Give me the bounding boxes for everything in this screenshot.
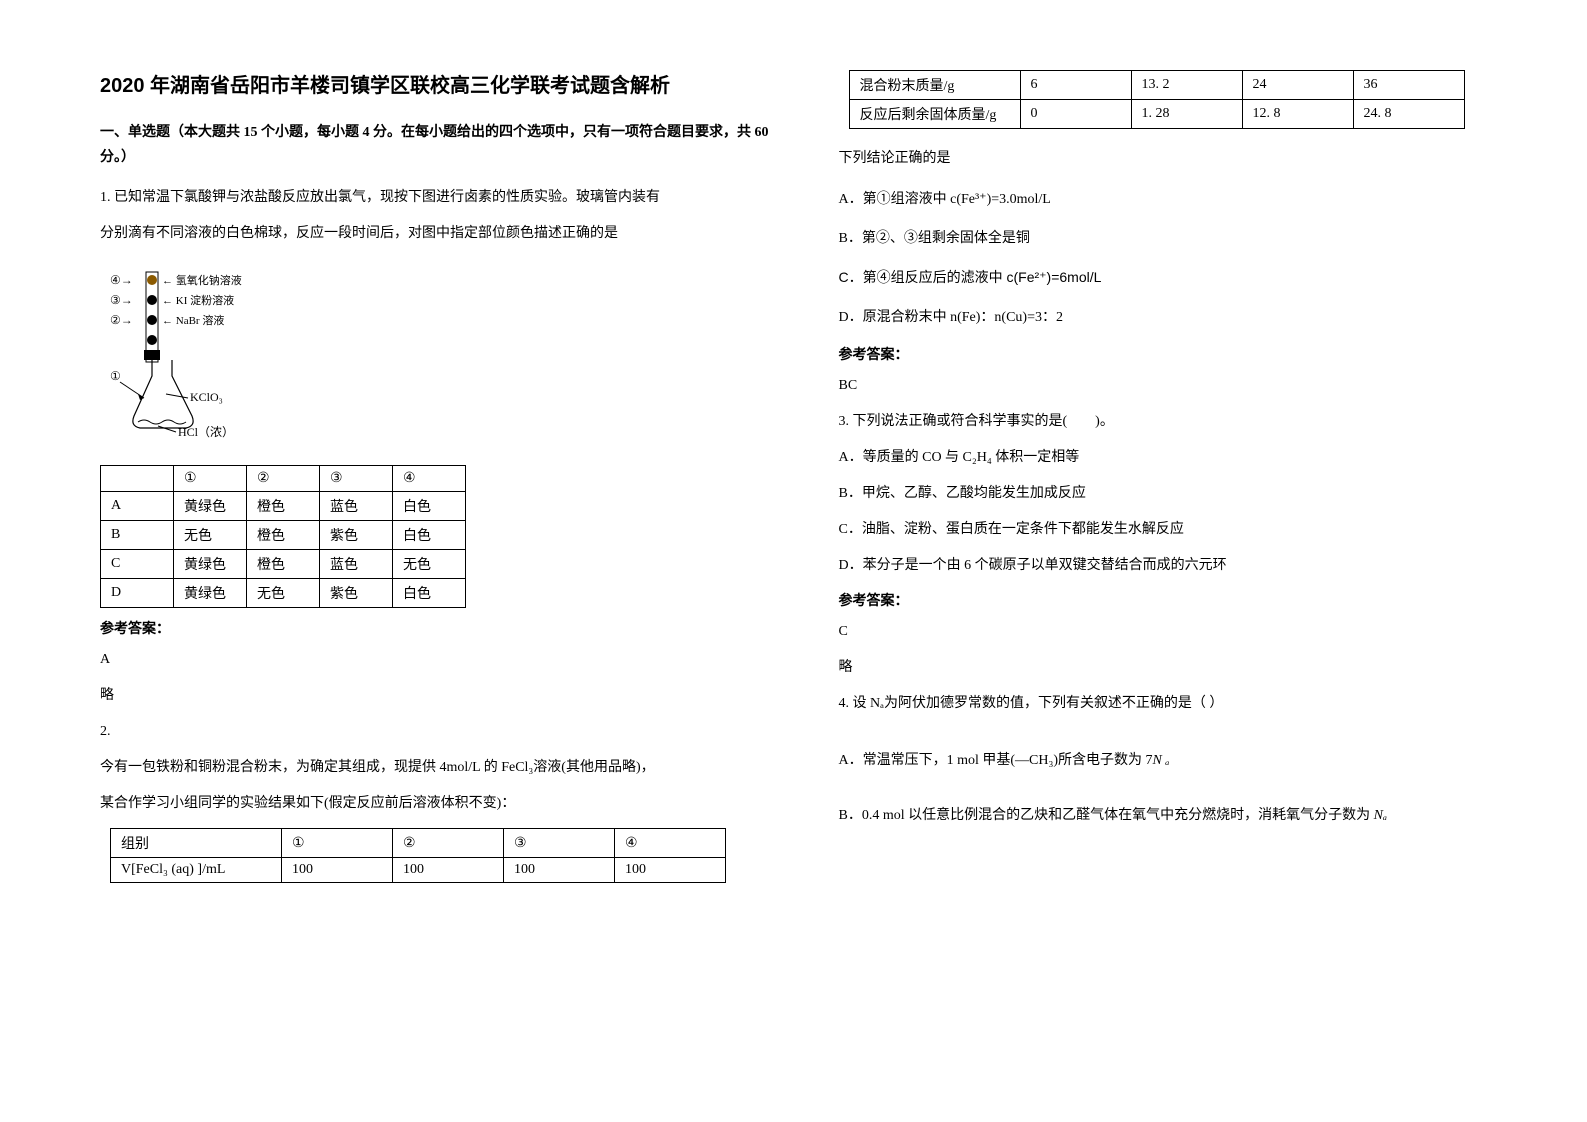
q3-stem: 3. 下列说法正确或符合科学事实的是( )。 (839, 408, 1508, 436)
q4-stem: 4. 设 Nₐ为阿伏加德罗常数的值，下列有关叙述不正确的是（ ） (839, 690, 1508, 718)
diagram-label-4: ④→ (110, 273, 133, 287)
table-cell: 橙色 (247, 521, 320, 550)
table-cell: ② (247, 466, 320, 492)
diagram-label-naoh: ← 氢氧化钠溶液 (162, 273, 242, 287)
q2-answer: BC (839, 372, 1508, 400)
q1-diagram: ④→ ← 氢氧化钠溶液 ③→ ← KI 淀粉溶液 ②→ ← NaBr 溶液 (100, 266, 769, 451)
diagram-label-ki: ← KI 淀粉溶液 (162, 293, 234, 307)
diagram-label-3: ③→ (110, 293, 133, 307)
table-cell: 蓝色 (320, 492, 393, 521)
table-cell: 1. 28 (1131, 100, 1242, 129)
table-cell: 100 (393, 858, 504, 883)
q4-option-a-text: A．常温常压下，1 mol 甲基(—CH₃)所含电子数为 7 (839, 753, 1153, 768)
q3-answer: C (839, 618, 1508, 646)
table-cell: 无色 (393, 550, 466, 579)
q4-option-a: A．常温常压下，1 mol 甲基(—CH₃)所含电子数为 7N ₐ (839, 748, 1508, 773)
table-cell: 橙色 (247, 492, 320, 521)
diagram-label-hcl: HCl（浓） (178, 425, 234, 439)
table-cell: 无色 (174, 521, 247, 550)
diagram-label-1: ① (110, 369, 121, 383)
q3-option-a: A．等质量的 CO 与 C₂H₄ 体积一定相等 (839, 444, 1508, 472)
q2-stem-line1: 今有一包铁粉和铜粉混合粉末，为确定其组成，现提供 4mol/L 的 FeCl₃溶… (100, 754, 769, 782)
q2-conclusion-head: 下列结论正确的是 (839, 145, 1508, 173)
q2-option-c: C．第④组反应后的滤液中 c(Fe²⁺)=6mol/L (839, 265, 1508, 290)
diagram-label-kclo3: KClO₃ (190, 390, 223, 404)
q2-experiment-table2: 混合粉末质量/g 6 13. 2 24 36 反应后剩余固体质量/g 0 1. … (849, 70, 1465, 129)
table-cell: 100 (504, 858, 615, 883)
table-cell: 反应后剩余固体质量/g (849, 100, 1020, 129)
table-cell: 36 (1353, 71, 1464, 100)
table-row: ① ② ③ ④ (101, 466, 466, 492)
table-cell (101, 466, 174, 492)
q4-option-b-text: B．0.4 mol 以任意比例混合的乙炔和乙醛气体在氧气中充分燃烧时，消耗氧气分… (839, 808, 1374, 823)
q3-answer-label: 参考答案： (839, 590, 1508, 610)
table-cell: 黄绿色 (174, 492, 247, 521)
q2-option-d: D．原混合粉末中 n(Fe)：n(Cu)=3：2 (839, 305, 1508, 330)
table-cell: ④ (393, 466, 466, 492)
q1-answer-label: 参考答案： (100, 618, 769, 638)
q4-option-a-tail: N ₐ (1153, 753, 1170, 768)
table-cell: 紫色 (320, 521, 393, 550)
table-cell: 0 (1020, 100, 1131, 129)
table-cell: D (101, 579, 174, 608)
table-cell: 24. 8 (1353, 100, 1464, 129)
q3-option-b: B．甲烷、乙醇、乙酸均能发生加成反应 (839, 480, 1508, 508)
section1-heading: 一、单选题（本大题共 15 个小题，每小题 4 分。在每小题给出的四个选项中，只… (100, 120, 769, 170)
table-cell: 混合粉末质量/g (849, 71, 1020, 100)
table-cell: 组别 (111, 829, 282, 858)
q3-note: 略 (839, 654, 1508, 682)
q1-stem-line2: 分别滴有不同溶液的白色棉球，反应一段时间后，对图中指定部位颜色描述正确的是 (100, 220, 769, 248)
table-cell: ① (282, 829, 393, 858)
table-row: B 无色 橙色 紫色 白色 (101, 521, 466, 550)
q3-option-c: C．油脂、淀粉、蛋白质在一定条件下都能发生水解反应 (839, 516, 1508, 544)
q1-stem-line1: 1. 已知常温下氯酸钾与浓盐酸反应放出氯气，现按下图进行卤素的性质实验。玻璃管内… (100, 184, 769, 212)
table-cell: 白色 (393, 579, 466, 608)
diagram-label-nabr: ← NaBr 溶液 (162, 313, 224, 327)
exam-title: 2020 年湖南省岳阳市羊楼司镇学区联校高三化学联考试题含解析 (100, 70, 769, 102)
q1-note: 略 (100, 682, 769, 710)
table-row: D 黄绿色 无色 紫色 白色 (101, 579, 466, 608)
q4-option-b: B．0.4 mol 以任意比例混合的乙炔和乙醛气体在氧气中充分燃烧时，消耗氧气分… (839, 803, 1508, 828)
table-cell: 12. 8 (1242, 100, 1353, 129)
table-row: A 黄绿色 橙色 蓝色 白色 (101, 492, 466, 521)
table-cell: 紫色 (320, 579, 393, 608)
table-cell: 100 (282, 858, 393, 883)
table-row: C 黄绿色 橙色 蓝色 无色 (101, 550, 466, 579)
diagram-label-2: ②→ (110, 313, 133, 327)
table-cell: 白色 (393, 492, 466, 521)
q2-stem-line2: 某合作学习小组同学的实验结果如下(假定反应前后溶液体积不变)： (100, 790, 769, 818)
q2-option-a: A．第①组溶液中 c(Fe³⁺)=3.0mol/L (839, 187, 1508, 212)
table-cell: ② (393, 829, 504, 858)
q2-experiment-table1: 组别 ① ② ③ ④ V[FeCl₃ (aq) ]/mL 100 100 100… (110, 828, 726, 883)
table-cell: C (101, 550, 174, 579)
q1-answer: A (100, 646, 769, 674)
q2-number: 2. (100, 718, 769, 746)
table-cell: ④ (615, 829, 726, 858)
table-row: V[FeCl₃ (aq) ]/mL 100 100 100 100 (111, 858, 726, 883)
table-cell: V[FeCl₃ (aq) ]/mL (111, 858, 282, 883)
table-cell: 13. 2 (1131, 71, 1242, 100)
table-row: 反应后剩余固体质量/g 0 1. 28 12. 8 24. 8 (849, 100, 1464, 129)
table-cell: 无色 (247, 579, 320, 608)
table-row: 混合粉末质量/g 6 13. 2 24 36 (849, 71, 1464, 100)
table-cell: ③ (320, 466, 393, 492)
q2-option-b: B．第②、③组剩余固体全是铜 (839, 226, 1508, 251)
q1-options-table: ① ② ③ ④ A 黄绿色 橙色 蓝色 白色 B 无色 橙色 紫色 白色 C (100, 465, 466, 608)
table-cell: 蓝色 (320, 550, 393, 579)
table-cell: 24 (1242, 71, 1353, 100)
table-cell: 6 (1020, 71, 1131, 100)
table-cell: 100 (615, 858, 726, 883)
table-cell: ③ (504, 829, 615, 858)
table-cell: 橙色 (247, 550, 320, 579)
table-cell: 黄绿色 (174, 579, 247, 608)
q3-option-d: D．苯分子是一个由 6 个碳原子以单双键交替结合而成的六元环 (839, 552, 1508, 580)
table-cell: A (101, 492, 174, 521)
table-cell: 白色 (393, 521, 466, 550)
table-row: 组别 ① ② ③ ④ (111, 829, 726, 858)
q2-answer-label: 参考答案： (839, 344, 1508, 364)
q4-option-b-tail: Nₐ (1374, 808, 1387, 823)
table-cell: 黄绿色 (174, 550, 247, 579)
table-cell: B (101, 521, 174, 550)
table-cell: ① (174, 466, 247, 492)
